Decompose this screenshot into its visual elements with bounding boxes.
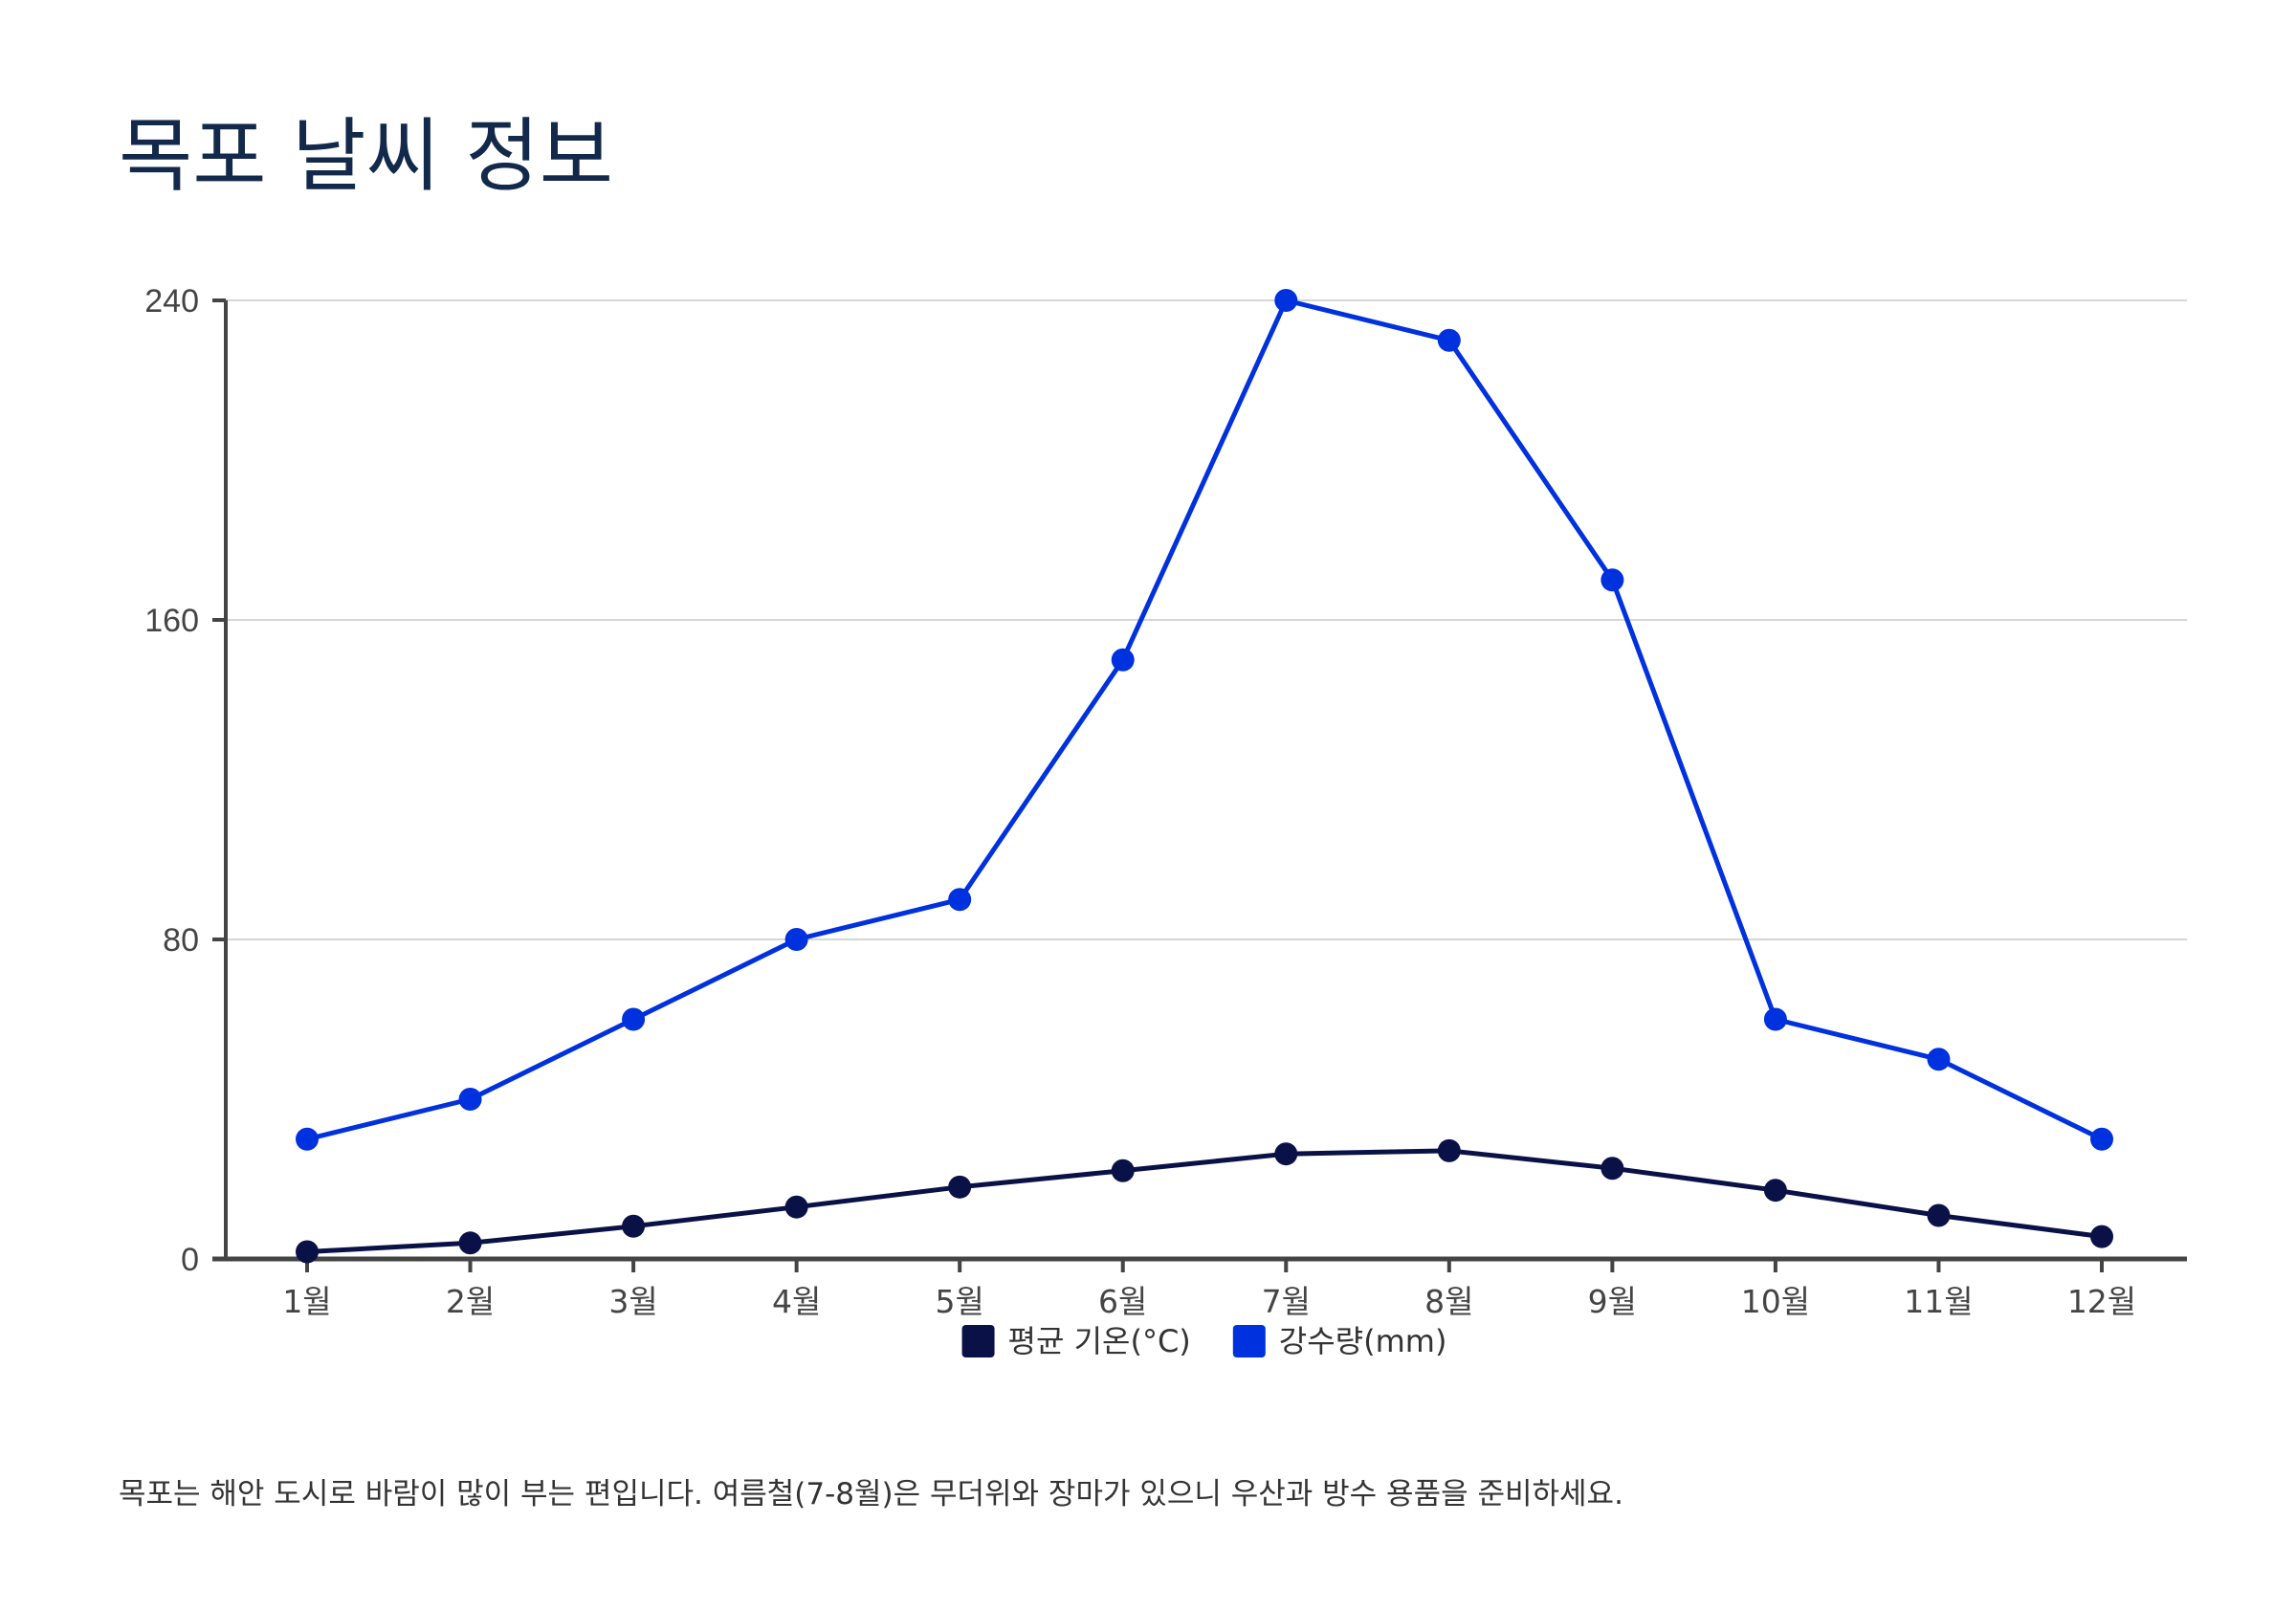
legend-item: 평균 기온(°C): [961, 1323, 1191, 1359]
data-point-0: [1763, 1179, 1787, 1203]
series-lines: [296, 289, 2113, 1264]
x-tick-label: 7월: [1262, 1283, 1311, 1320]
legend-swatch: [1232, 1325, 1266, 1357]
legend: 평균 기온(°C) 강수량(mm): [961, 1323, 1447, 1359]
data-point-0: [458, 1231, 482, 1255]
data-point-0: [1927, 1203, 1951, 1227]
data-point-0: [1274, 1142, 1298, 1166]
data-point-0: [784, 1195, 808, 1219]
data-point-1: [622, 1007, 646, 1031]
x-tick-labels: 1월 2월 3월 4월 5월 6월 7월 8월 9월 10월 11월 12월: [282, 1283, 2136, 1320]
data-point-0: [2090, 1225, 2113, 1248]
x-tick-label: 8월: [1424, 1283, 1473, 1320]
data-point-1: [1927, 1048, 1951, 1071]
data-point-1: [784, 928, 808, 951]
y-tick-labels: 0 80 160 240: [144, 283, 199, 1278]
y-tick-label: 0: [181, 1242, 199, 1278]
data-point-1: [1274, 289, 1298, 312]
data-point-1: [1111, 648, 1135, 672]
legend-label: 평균 기온(°C): [1008, 1323, 1191, 1359]
series-line-1: [306, 298, 2104, 1142]
x-tick-label: 11월: [1904, 1283, 1973, 1320]
data-point-1: [948, 888, 972, 912]
x-tick-label: 3월: [608, 1283, 657, 1320]
x-tick-label: 4월: [772, 1283, 821, 1320]
travel-note: 목포는 해안 도시로 바람이 많이 부는 편입니다. 여름철(7-8월)은 무더…: [119, 1477, 1623, 1512]
data-point-0: [622, 1214, 646, 1238]
data-point-1: [296, 1127, 319, 1151]
data-point-0: [1601, 1157, 1624, 1181]
data-point-0: [1437, 1138, 1461, 1162]
data-point-1: [1601, 568, 1624, 592]
x-tick-label: 1월: [282, 1283, 331, 1320]
legend-item: 강수량(mm): [1232, 1323, 1447, 1359]
legend-swatch: [961, 1325, 995, 1357]
data-point-1: [458, 1088, 482, 1111]
page-title: 목포 날씨 정보: [119, 109, 614, 203]
x-tick-label: 10월: [1741, 1283, 1810, 1320]
x-tick-label: 2월: [446, 1283, 495, 1320]
data-point-0: [296, 1240, 319, 1264]
grid-lines: [226, 299, 2187, 940]
data-point-0: [1111, 1159, 1135, 1182]
data-point-1: [1437, 328, 1461, 352]
axes: [212, 298, 2187, 1272]
data-point-1: [2090, 1127, 2113, 1151]
x-tick-label: 9월: [1588, 1283, 1637, 1320]
y-tick-label: 240: [144, 283, 199, 320]
x-tick-label: 5월: [936, 1283, 984, 1320]
x-tick-label: 12월: [2067, 1283, 2136, 1320]
y-tick-label: 80: [163, 922, 199, 959]
data-point-0: [948, 1175, 972, 1199]
x-tick-label: 6월: [1098, 1283, 1147, 1320]
y-tick-label: 160: [144, 603, 199, 639]
series-line-0: [306, 1148, 2103, 1254]
data-point-1: [1763, 1007, 1787, 1031]
legend-label: 강수량(mm): [1279, 1323, 1447, 1359]
